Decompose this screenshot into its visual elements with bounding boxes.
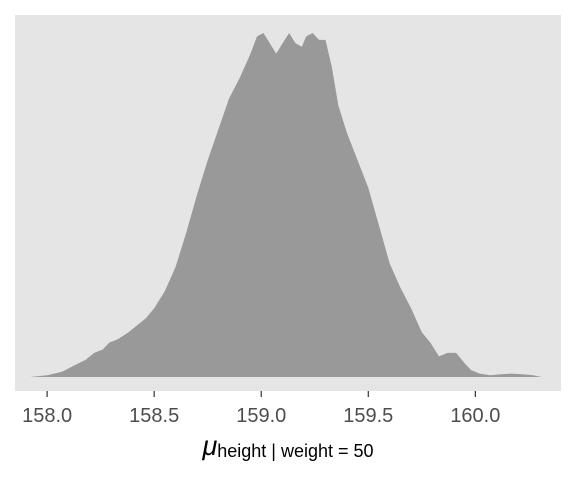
- x-tick-label: 159.5: [343, 405, 393, 427]
- x-axis-label-symbol: μ: [201, 431, 217, 461]
- x-tick-label: 159.0: [236, 405, 286, 427]
- x-tick-label: 158.0: [22, 405, 72, 427]
- x-tick-label: 158.5: [129, 405, 179, 427]
- x-axis-label-subscript: height | weight = 50: [217, 441, 373, 461]
- x-axis: 158.0 158.5 159.0 159.5 160.0: [22, 391, 500, 427]
- x-axis-label: μheight | weight = 50: [201, 431, 373, 461]
- x-tick-label: 160.0: [450, 405, 500, 427]
- density-area: [30, 33, 542, 377]
